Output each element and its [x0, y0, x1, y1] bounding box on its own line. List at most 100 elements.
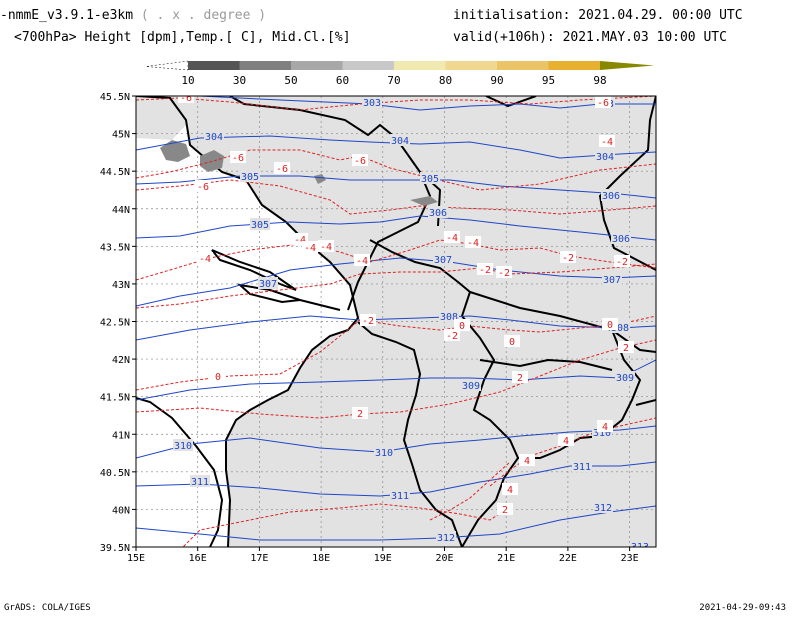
lat-label: 43.5N: [100, 242, 130, 253]
colorbar-segment: [188, 61, 240, 70]
colorbar-segment: [548, 61, 600, 70]
height-contour-label: 306: [429, 208, 447, 219]
height-contour-label: 310: [593, 428, 611, 439]
temperature-contour-label: -6: [232, 153, 244, 164]
temperature-contour-label: -2: [446, 331, 458, 342]
temperature-contour-label: -6: [197, 182, 209, 193]
temperature-contour-label: 4: [602, 422, 608, 433]
temperature-contours: [136, 96, 656, 547]
lat-label: 42.5N: [100, 318, 130, 329]
temperature-contour-label: -6: [276, 164, 288, 175]
height-contour-label: 310: [375, 448, 393, 459]
temperature-contour-label: -6: [354, 156, 366, 167]
lat-label: 41N: [112, 430, 130, 441]
height-contour-label: 311: [391, 491, 409, 502]
temperature-contour-label: -4: [467, 238, 479, 249]
colorbar-segment: [394, 61, 446, 70]
temperature-contour-label: -2: [362, 316, 374, 327]
temperature-contour-label: -4: [356, 256, 368, 267]
model-title-text: -nmmE_v3.9.1-e3km: [0, 8, 134, 23]
colorbar-label: 60: [336, 74, 349, 87]
temperature-contour-label: -4: [601, 137, 613, 148]
temperature-contour-label: 0: [509, 337, 515, 348]
height-contour-label: 306: [612, 234, 630, 245]
height-contour-label: 313: [631, 542, 649, 553]
height-contour-label: 311: [191, 477, 209, 488]
lon-label: 19E: [374, 553, 392, 564]
temperature-contour-label: 2: [623, 343, 629, 354]
borders: [229, 96, 656, 547]
height-contour-label: 305: [241, 172, 259, 183]
colorbar-segment: [291, 61, 343, 70]
temperature-contour-label: -2: [616, 257, 628, 268]
colorbar-label: 50: [284, 74, 297, 87]
model-resolution: ( . x . degree ): [140, 8, 267, 23]
height-contour-label: 305: [251, 220, 269, 231]
temperature-contour-label: 2: [502, 505, 508, 516]
temperature-contour-label: -2: [479, 265, 491, 276]
colorbar-end: [600, 61, 654, 70]
temperature-contour-label: 4: [563, 436, 569, 447]
lon-label: 17E: [250, 553, 268, 564]
lon-label: 22E: [559, 553, 577, 564]
lon-label: 16E: [189, 553, 207, 564]
height-contour-label: 305: [421, 174, 439, 185]
lon-label: 20E: [435, 553, 453, 564]
lat-label: 45N: [112, 130, 130, 141]
valid-time: valid(+106h): 2021.MAY.03 10:00 UTC: [453, 30, 727, 45]
chart-subtitle: <700hPa> Height [dpm],Temp.[ C], Mid.Cl.…: [14, 30, 351, 45]
height-contour-label: 304: [391, 136, 409, 147]
height-contour-label: 312: [437, 533, 455, 544]
temperature-contour-label: 0: [459, 321, 465, 332]
initialisation-time: initialisation: 2021.04.29. 00:00 UTC: [453, 8, 743, 23]
height-contour-label: 312: [594, 503, 612, 514]
height-contour-label: 307: [434, 255, 452, 266]
height-contour-label: 307: [259, 279, 277, 290]
temperature-contour-label: 2: [517, 373, 523, 384]
lon-label: 15E: [127, 553, 145, 564]
height-contour-label: 309: [462, 381, 480, 392]
cloud-colorbar: 10 30 50 60 70 80 90 95 98: [145, 60, 654, 87]
map-land: [136, 96, 656, 547]
height-contour-label: 308: [611, 323, 629, 334]
model-title: -nmmE_v3.9.1-e3km ( . x . degree ): [0, 8, 266, 23]
temperature-contour-label: 4: [507, 485, 513, 496]
height-contour-label: 307: [603, 275, 621, 286]
lat-label: 40.5N: [100, 468, 130, 479]
height-contour-label: 306: [602, 191, 620, 202]
lat-label: 41.5N: [100, 393, 130, 404]
height-contour-label: 310: [174, 441, 192, 452]
map-frame: [135, 95, 657, 548]
colorbar-segment: [239, 61, 291, 70]
sea-area: [136, 125, 358, 547]
height-contour-label: 309: [616, 373, 634, 384]
height-contour-label: 304: [596, 152, 614, 163]
temperature-contour-label: -4: [294, 235, 306, 246]
temperature-contour-label: -4: [446, 233, 458, 244]
lat-label: 42N: [112, 355, 130, 366]
height-contour-label: 303: [596, 99, 614, 110]
temperature-contour-label: -2: [498, 268, 510, 279]
colorbar-label: 10: [181, 74, 194, 87]
temperature-contour-label: 0: [215, 372, 221, 383]
temperature-contour-label: -4: [199, 254, 211, 265]
temperature-contour-label: -2: [562, 253, 574, 264]
coastlines: [136, 96, 360, 547]
colorbar-label: 98: [593, 74, 606, 87]
height-contour-label: 308: [440, 312, 458, 323]
colorbar-segment: [445, 61, 497, 70]
colorbar-label: 70: [387, 74, 400, 87]
colorbar-segment: [497, 61, 549, 70]
colorbar-segment: [342, 61, 394, 70]
lat-label: 44.5N: [100, 167, 130, 178]
temperature-contour-label: 2: [357, 409, 363, 420]
colorbar-label: 90: [490, 74, 503, 87]
colorbar-label: 80: [439, 74, 452, 87]
lon-label: 21E: [497, 553, 515, 564]
height-contour-label: 304: [205, 132, 223, 143]
temperature-contour-label: -4: [320, 242, 332, 253]
lat-label: 44N: [112, 205, 130, 216]
colorbar-label: 30: [233, 74, 246, 87]
lat-label: 39.5N: [100, 543, 130, 554]
footer-credit: GrADS: COLA/IGES: [4, 603, 91, 613]
